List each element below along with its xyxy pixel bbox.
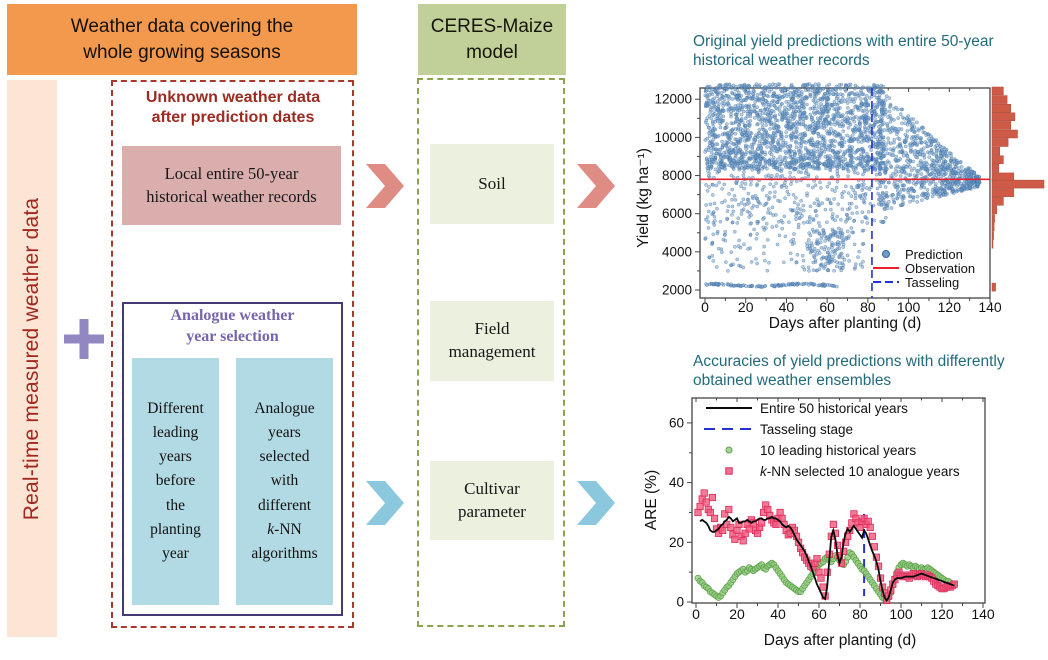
svg-text:120: 120 bbox=[930, 606, 954, 622]
leading-years-box: Different leading years before the plant… bbox=[132, 358, 219, 605]
arrow-right-pink-icon bbox=[577, 164, 615, 208]
analogue-selection-title: Analogue weather year selection bbox=[170, 307, 295, 345]
svg-text:140: 140 bbox=[971, 606, 995, 622]
svg-text:20: 20 bbox=[729, 606, 745, 622]
svg-text:6000: 6000 bbox=[662, 206, 692, 221]
svg-text:Tasseling stage: Tasseling stage bbox=[760, 422, 853, 437]
ceres-maize-header: CERES-Maize model bbox=[418, 4, 566, 75]
svg-text:historical weather records: historical weather records bbox=[693, 52, 870, 69]
svg-text:Prediction: Prediction bbox=[905, 247, 963, 262]
svg-text:60: 60 bbox=[819, 299, 835, 315]
svg-text:Observation: Observation bbox=[905, 261, 975, 276]
svg-text:20: 20 bbox=[738, 299, 754, 315]
weather-data-header: Weather data covering the whole growing … bbox=[7, 4, 357, 75]
svg-text:10000: 10000 bbox=[654, 130, 692, 145]
svg-text:0: 0 bbox=[701, 299, 709, 315]
svg-text:80: 80 bbox=[852, 606, 868, 622]
yield-scatter-chart: Original yield predictions with entire 5… bbox=[635, 33, 1045, 332]
weather-data-header-label: Weather data covering the whole growing … bbox=[70, 15, 294, 63]
svg-text:Accuracies of yield prediction: Accuracies of yield predictions with dif… bbox=[693, 353, 1005, 370]
svg-text:20: 20 bbox=[669, 535, 684, 550]
arrow-right-blue-icon bbox=[366, 481, 404, 525]
model-dashed-box bbox=[417, 78, 565, 627]
soil-box: Soil bbox=[430, 144, 554, 224]
svg-text:Entire 50 historical years: Entire 50 historical years bbox=[760, 401, 908, 416]
plus-icon bbox=[64, 319, 104, 359]
svg-text:100: 100 bbox=[897, 299, 921, 315]
svg-text:4000: 4000 bbox=[662, 244, 692, 259]
entire-years-line bbox=[699, 515, 955, 603]
svg-text:ARE (%): ARE (%) bbox=[643, 470, 660, 530]
unknown-weather-dashed-box bbox=[111, 80, 354, 628]
knn-years-box: Analogue years selected with different k-NN al… bbox=[236, 358, 333, 605]
svg-text:8000: 8000 bbox=[662, 168, 692, 183]
svg-text:0: 0 bbox=[692, 606, 700, 622]
svg-text:40: 40 bbox=[669, 475, 684, 490]
svg-text:60: 60 bbox=[811, 606, 827, 622]
field-management-box: Field management bbox=[430, 301, 554, 381]
yield-histogram bbox=[991, 86, 1045, 292]
historical-records-box: Local entire 50-year historical weather … bbox=[122, 146, 341, 225]
svg-text:120: 120 bbox=[938, 299, 962, 315]
svg-text:Yield (kg ha⁻¹): Yield (kg ha⁻¹) bbox=[635, 148, 652, 248]
svg-text:10 leading historical years: 10 leading historical years bbox=[760, 443, 916, 458]
arrow-right-blue-icon bbox=[577, 481, 615, 525]
prediction-points bbox=[703, 82, 982, 289]
knn-years-points bbox=[694, 489, 958, 605]
realtime-weather-bar-label: Real-time measured weather data bbox=[20, 197, 43, 520]
are-line-chart: Accuracies of yield predictions with dif… bbox=[643, 353, 1005, 649]
svg-text:80: 80 bbox=[860, 299, 876, 315]
cultivar-parameter-box: Cultivar parameter bbox=[430, 461, 554, 540]
unknown-weather-title: Unknown weather data after prediction da… bbox=[145, 89, 321, 126]
are-legend: Entire 50 historical years Tasseling stag… bbox=[704, 401, 960, 479]
svg-text:Original yield predictions wit: Original yield predictions with entire 5… bbox=[693, 33, 994, 50]
svg-text:12000: 12000 bbox=[654, 92, 692, 107]
realtime-weather-bar: Real-time measured weather data bbox=[7, 80, 57, 637]
svg-text:40: 40 bbox=[770, 606, 786, 622]
arrow-right-pink-icon bbox=[366, 164, 404, 208]
svg-text:0: 0 bbox=[676, 595, 684, 610]
svg-text:Days after planting (d): Days after planting (d) bbox=[764, 632, 917, 649]
svg-text:2000: 2000 bbox=[662, 282, 692, 297]
svg-text:Tasseling: Tasseling bbox=[905, 275, 959, 290]
svg-text:Days after planting (d): Days after planting (d) bbox=[769, 315, 922, 332]
svg-text:140: 140 bbox=[978, 299, 1002, 315]
svg-text:100: 100 bbox=[889, 606, 913, 622]
axis-ticks bbox=[687, 398, 984, 608]
svg-text:obtained weather ensembles: obtained weather ensembles bbox=[693, 372, 891, 389]
svg-text:60: 60 bbox=[669, 415, 684, 430]
svg-text:k-NN selected 10 analogue year: k-NN selected 10 analogue years bbox=[760, 464, 960, 479]
svg-text:40: 40 bbox=[779, 299, 795, 315]
